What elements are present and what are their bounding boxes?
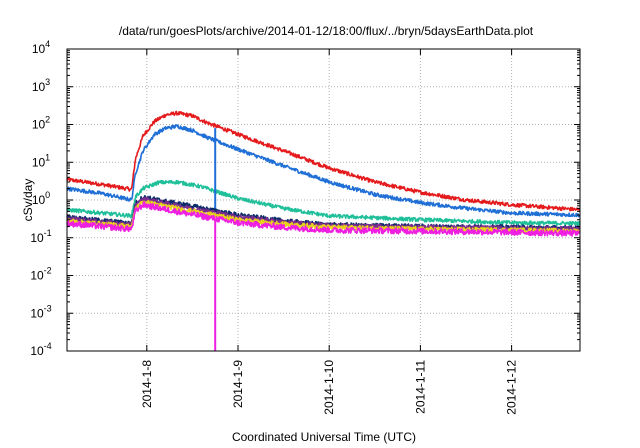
y-axis-ticks: 10-4 10-3 10-2 10-1 100 101 102 103 104 [30,39,580,358]
y-tick-label: 10-4 [30,341,51,358]
x-axis-label: Coordinated Universal Time (UTC) [232,430,416,444]
series-group [66,110,581,237]
x-tick-label: 2014-1-11 [413,360,427,414]
series-line-3 [66,179,581,226]
x-axis-ticks: 2014-1-8 2014-1-9 2014-1-10 2014-1-11 2014-1… [140,49,519,415]
y-tick-label: 100 [32,190,50,207]
y-tick-label: 102 [32,115,50,132]
x-tick-label: 2014-1-8 [140,360,154,408]
y-tick-label: 104 [32,39,50,56]
y-tick-label: 101 [32,152,50,169]
chart-title: /data/run/goesPlots/archive/2014-01-12/1… [119,24,534,38]
y-tick-label: 103 [32,77,50,94]
series-line-1 [66,110,581,212]
y-tick-label: 10-2 [30,266,51,283]
x-tick-label: 2014-1-9 [231,360,245,408]
x-tick-label: 2014-1-10 [322,360,336,415]
x-tick-label: 2014-1-12 [505,360,519,415]
y-tick-label: 10-3 [30,303,51,320]
series-line-2 [66,124,581,218]
y-axis-label: cSv/day [21,179,35,222]
series-line-7 [66,201,581,237]
y-tick-label: 10-1 [30,228,51,245]
